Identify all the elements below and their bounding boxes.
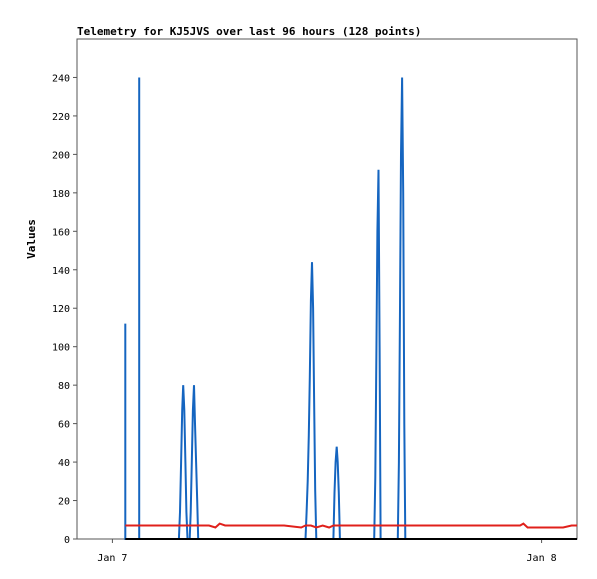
y-tick-label: 200 [52,150,70,161]
y-tick-label: 0 [64,535,70,546]
y-tick-label: 240 [52,73,70,84]
y-tick-label: 80 [58,381,70,392]
series-line-1 [125,522,577,529]
y-tick-label: 120 [52,304,70,315]
y-axis: 0 20 40 60 80 100 120 140 160 180 200 220 240 [52,73,77,546]
x-axis: Jan 7 Jan 8 [97,539,557,564]
y-tick-label: 160 [52,227,70,238]
x-tick-label: Jan 8 [527,553,557,564]
y-tick-label: 40 [58,458,70,469]
y-tick-label: 140 [52,266,70,277]
y-tick-label: 220 [52,112,70,123]
y-tick-label: 180 [52,189,70,200]
chart-title: Telemetry for KJ5JVS over last 96 hours … [77,25,421,38]
y-tick-label: 60 [58,420,70,431]
x-tick-label: Jan 7 [97,553,127,564]
series-layer [124,77,577,540]
series-line-0 [124,77,577,540]
y-axis-label: Values [25,219,38,259]
plot-area [76,38,578,540]
y-tick-label: 20 [58,497,70,508]
y-tick-label: 100 [52,343,70,354]
